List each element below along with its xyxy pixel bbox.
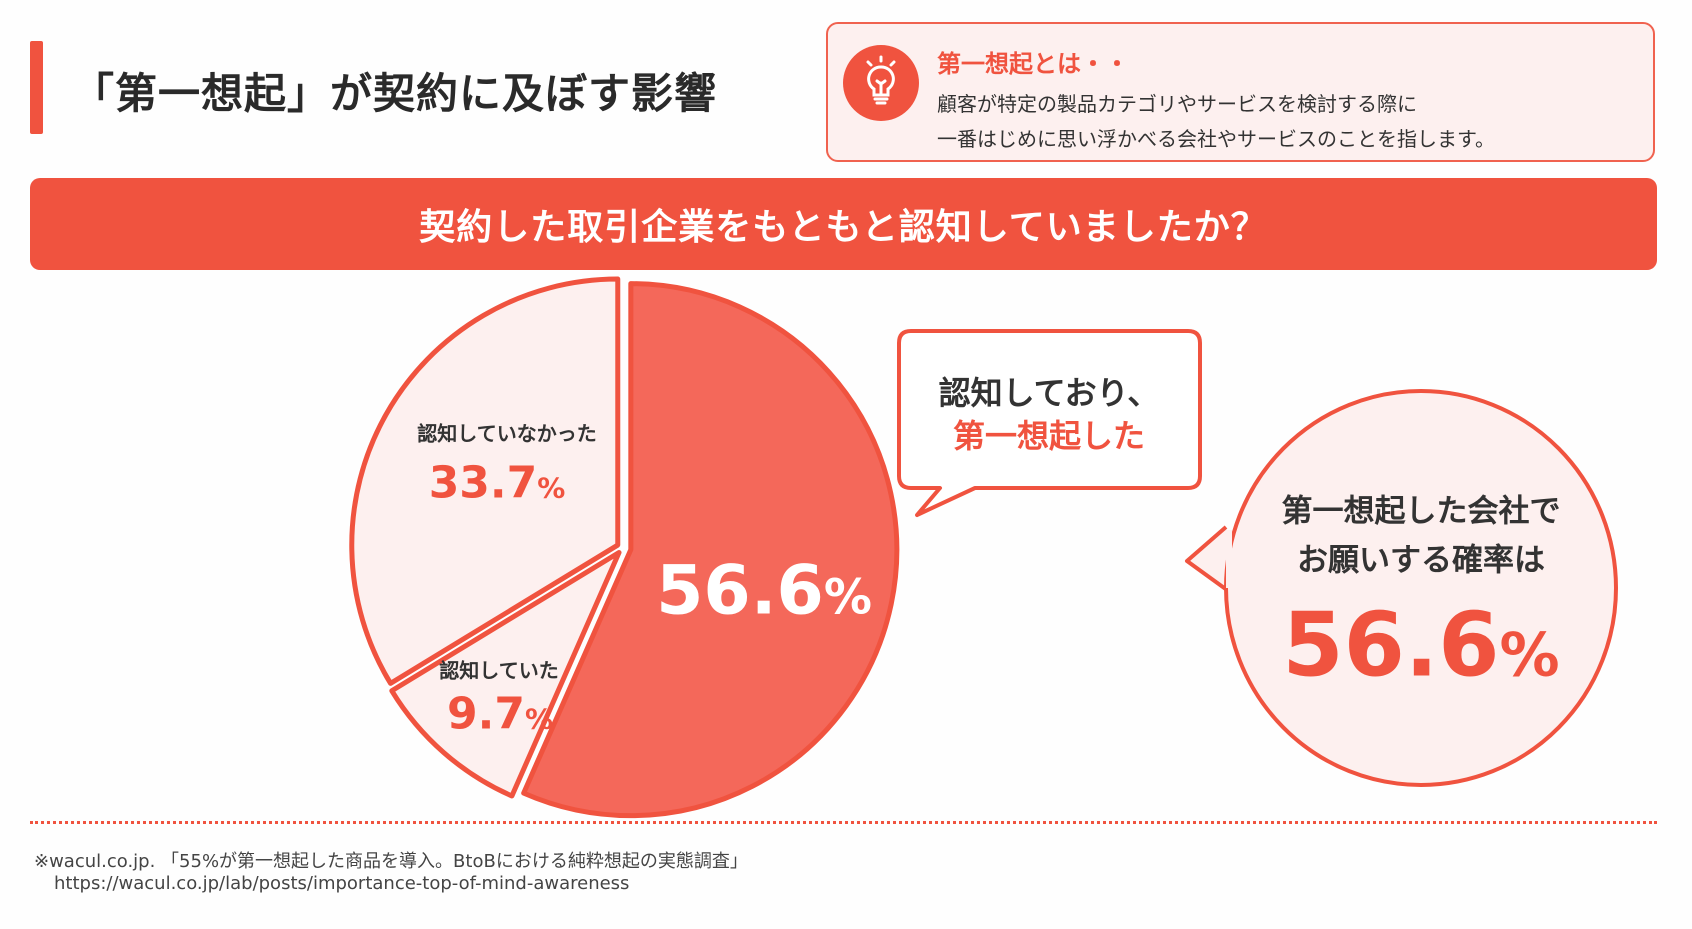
slice-value-top-of-mind: 56.6%: [656, 551, 872, 631]
slice-aware: [389, 550, 622, 799]
footer-divider: [30, 821, 1657, 824]
callout-line-2: 第一想起した: [952, 417, 1146, 455]
definition-box: [826, 22, 1655, 162]
highlight-value: 56.6%: [1282, 593, 1560, 697]
callout-bubble: [897, 329, 1202, 517]
definition-line-1: 顧客が特定の製品カテゴリやサービスを検討する際に: [937, 92, 1417, 116]
definition-line-2: 一番はじめに思い浮かべる会社やサービスのことを指します。: [937, 127, 1495, 151]
slice-value-aware: 9.7%: [446, 688, 554, 740]
source-url[interactable]: https://wacul.co.jp/lab/posts/importance…: [54, 873, 630, 894]
slice-label-aware: 認知していた: [439, 658, 559, 683]
highlight-bubble-tail: [1185, 525, 1229, 592]
question-banner: 契約した取引企業をもともと認知していましたか？: [30, 178, 1657, 270]
callout-line-1: 認知しており、: [938, 374, 1160, 412]
highlight-line-2: お願いする確率は: [1297, 542, 1545, 579]
highlight-circle: [1224, 389, 1618, 787]
slice-label-not-aware: 認知していなかった: [417, 421, 597, 446]
title-accent-bar: [30, 41, 43, 134]
source-citation: ※wacul.co.jp. 「55%が第一想起した商品を導入。BtoBにおける純…: [34, 851, 748, 872]
question-text: 契約した取引企業をもともと認知していましたか？: [419, 207, 1268, 248]
slice-not-aware: [349, 276, 621, 686]
slice-top-of-mind: [521, 281, 900, 819]
highlight-line-1: 第一想起した会社で: [1281, 493, 1561, 530]
definition-heading: 第一想起とは・・: [937, 50, 1129, 78]
page-title: 「第一想起」が契約に及ぼす影響: [72, 69, 718, 118]
slice-value-not-aware: 33.7%: [428, 457, 566, 509]
lightbulb-icon: [843, 45, 919, 121]
